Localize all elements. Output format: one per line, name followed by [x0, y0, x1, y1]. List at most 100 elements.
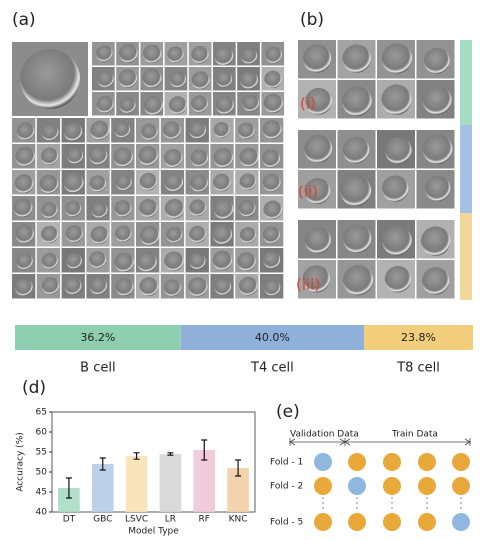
cell [305, 87, 333, 115]
cell [304, 134, 333, 163]
cell [304, 227, 331, 254]
cell [96, 45, 113, 62]
cell [113, 147, 133, 167]
fold-circle [348, 453, 366, 471]
train-label: Train Data [391, 430, 438, 440]
cell [263, 93, 283, 113]
cell [118, 69, 138, 88]
cell [90, 226, 109, 245]
cell [384, 265, 412, 293]
cell [14, 277, 33, 296]
bar [125, 456, 148, 512]
fold-circle [383, 513, 401, 531]
brackets [289, 438, 471, 446]
cell [214, 46, 234, 66]
cell [381, 84, 412, 115]
cell [191, 95, 208, 113]
cell [425, 175, 451, 202]
y-tick-label: 50 [36, 468, 48, 478]
fold-circle [452, 453, 470, 471]
cell [89, 175, 107, 192]
cell [114, 252, 134, 273]
cell [189, 199, 207, 217]
cell [212, 250, 233, 271]
cell [114, 121, 131, 138]
bar-segment [15, 325, 181, 350]
fold-circle [348, 513, 366, 531]
cell [213, 199, 234, 220]
cell [213, 122, 230, 138]
cell [168, 96, 187, 115]
fold-circle [314, 477, 332, 495]
x-tick-label: RF [199, 515, 210, 525]
cell [139, 225, 160, 246]
cell [239, 227, 256, 244]
error-bar [167, 452, 174, 456]
cell [382, 225, 412, 256]
value-label: 40.0% [255, 331, 290, 344]
cell [241, 47, 258, 64]
y-tick-label: 65 [36, 408, 47, 418]
cell [191, 71, 210, 90]
cell [65, 225, 83, 243]
y-tick-label: 45 [36, 488, 47, 498]
cell [189, 225, 206, 243]
cell [189, 253, 206, 270]
x-tick-label: GBC [93, 515, 112, 525]
cell [242, 94, 260, 112]
cell [138, 146, 158, 166]
cell [238, 122, 255, 139]
cell [265, 46, 282, 64]
cell [342, 86, 372, 117]
fold-circle [314, 513, 332, 531]
group-label: (i) [300, 95, 316, 113]
cell [89, 251, 107, 269]
cell [421, 267, 450, 295]
class-strip [460, 213, 472, 300]
error-bar [65, 477, 72, 499]
cell [191, 45, 209, 64]
cell [142, 44, 162, 64]
fold-circle [452, 477, 470, 495]
cell [166, 226, 183, 243]
cell [141, 123, 158, 141]
cell [264, 279, 281, 296]
cell [15, 146, 35, 167]
legend-label: B cell [80, 361, 115, 376]
value-label: 36.2% [80, 331, 115, 344]
cell [189, 121, 207, 139]
cell [188, 277, 208, 297]
fold-circle [452, 513, 470, 531]
cell [16, 122, 35, 141]
panel-label: (b) [300, 10, 324, 30]
cell [239, 173, 257, 191]
cell [190, 149, 209, 167]
cell [13, 198, 33, 218]
x-tick-label: KNC [229, 515, 248, 525]
cell [15, 224, 34, 244]
cell-images [12, 40, 455, 299]
cell [342, 136, 370, 164]
cell [67, 147, 84, 164]
x-tick-label: DT [63, 515, 76, 525]
cell [139, 277, 159, 296]
panel-label: (a) [12, 10, 36, 30]
cell [139, 172, 158, 191]
cell [342, 265, 374, 296]
cell [63, 172, 84, 193]
cell [239, 147, 259, 167]
cell [20, 49, 80, 109]
error-bar [201, 439, 208, 461]
cell [212, 224, 233, 245]
cell [303, 44, 332, 73]
cell [119, 97, 136, 114]
validation-label: Validation Data [290, 430, 359, 440]
cell [340, 175, 372, 207]
cell [139, 199, 158, 218]
bar [91, 464, 114, 512]
cell [164, 172, 184, 192]
fold-circle [348, 477, 366, 495]
cell [213, 173, 231, 192]
bar-segment [180, 325, 364, 350]
fold-circle [383, 453, 401, 471]
